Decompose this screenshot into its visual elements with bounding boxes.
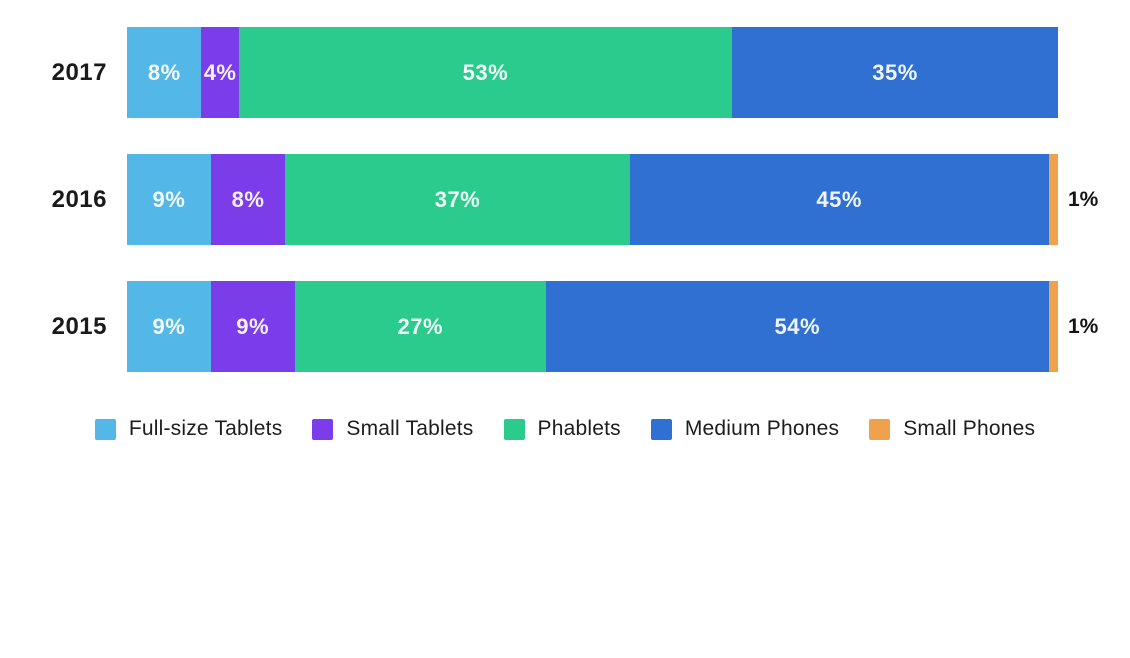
legend-swatch-icon xyxy=(94,418,116,440)
segment-value-label: 27% xyxy=(397,313,444,339)
segment-value-label: 35% xyxy=(872,59,918,85)
legend-label: Small Phones xyxy=(903,417,1036,440)
legend-label: Small Tablets xyxy=(346,417,474,440)
category-label: 2016 xyxy=(51,185,107,213)
legend-item: Phablets xyxy=(503,417,621,441)
legend-item: Medium Phones xyxy=(650,417,840,441)
bar-segment: 8% xyxy=(210,154,286,245)
bar-segment: 45% xyxy=(629,154,1049,245)
bar-segment: 9% xyxy=(127,154,211,245)
bar-segment: 9% xyxy=(210,281,295,372)
segment-value-label: 4% xyxy=(203,59,237,85)
stacked-bar: 9% 9% 27% 54% xyxy=(127,281,1058,372)
segment-value-label: 53% xyxy=(462,59,509,85)
segment-value-label: 9% xyxy=(236,313,270,339)
legend-swatch-icon xyxy=(312,418,334,440)
segment-value-label: 8% xyxy=(147,59,181,85)
bar-row: 2017 8% 4% 53% 35% xyxy=(0,27,1130,118)
bar-segment: 37% xyxy=(285,154,630,245)
bar-segment xyxy=(1048,281,1058,372)
outside-value-label: 1% xyxy=(1068,314,1099,338)
bar-segment: 8% xyxy=(127,27,202,118)
bar-segment: 9% xyxy=(127,281,211,372)
legend-swatch-icon xyxy=(869,418,891,440)
segment-value-label: 9% xyxy=(152,313,186,339)
legend-label: Full-size Tablets xyxy=(128,417,283,440)
bar-segment: 35% xyxy=(732,27,1058,118)
legend-item: Full-size Tablets xyxy=(94,417,283,441)
legend-swatch-icon xyxy=(503,418,525,440)
legend-label: Phablets xyxy=(537,417,621,440)
bar-row: 2015 9% 9% 27% 54% 1% xyxy=(0,281,1130,372)
bar-segment: 53% xyxy=(238,27,733,118)
bar-segment xyxy=(1048,154,1058,245)
bar-segment: 27% xyxy=(294,281,546,372)
segment-value-label: 8% xyxy=(231,186,265,212)
bar-segment: 4% xyxy=(201,27,239,118)
outside-value-label: 1% xyxy=(1068,187,1099,211)
legend: Full-size Tablets Small Tablets Phablets Me… xyxy=(0,417,1130,441)
segment-value-label: 54% xyxy=(774,313,821,339)
segment-value-label: 9% xyxy=(152,186,186,212)
bar-segment: 54% xyxy=(545,281,1049,372)
stacked-bar: 9% 8% 37% 45% xyxy=(127,154,1058,245)
segment-value-label: 37% xyxy=(434,186,481,212)
segment-value-label: 45% xyxy=(816,186,862,212)
bar-row: 2016 9% 8% 37% 45% 1% xyxy=(0,154,1130,245)
legend-label: Medium Phones xyxy=(684,417,840,440)
category-label: 2015 xyxy=(51,312,107,340)
bars-area: 2017 8% 4% 53% 35% 2016 9% 8% 37% 45% 1% 2015 9% 9% 27… xyxy=(0,27,1130,372)
legend-item: Small Tablets xyxy=(312,417,473,441)
legend-swatch-icon xyxy=(650,418,672,440)
category-label: 2017 xyxy=(51,58,107,86)
legend-item: Small Phones xyxy=(869,417,1035,441)
stacked-bar: 8% 4% 53% 35% xyxy=(127,27,1058,118)
